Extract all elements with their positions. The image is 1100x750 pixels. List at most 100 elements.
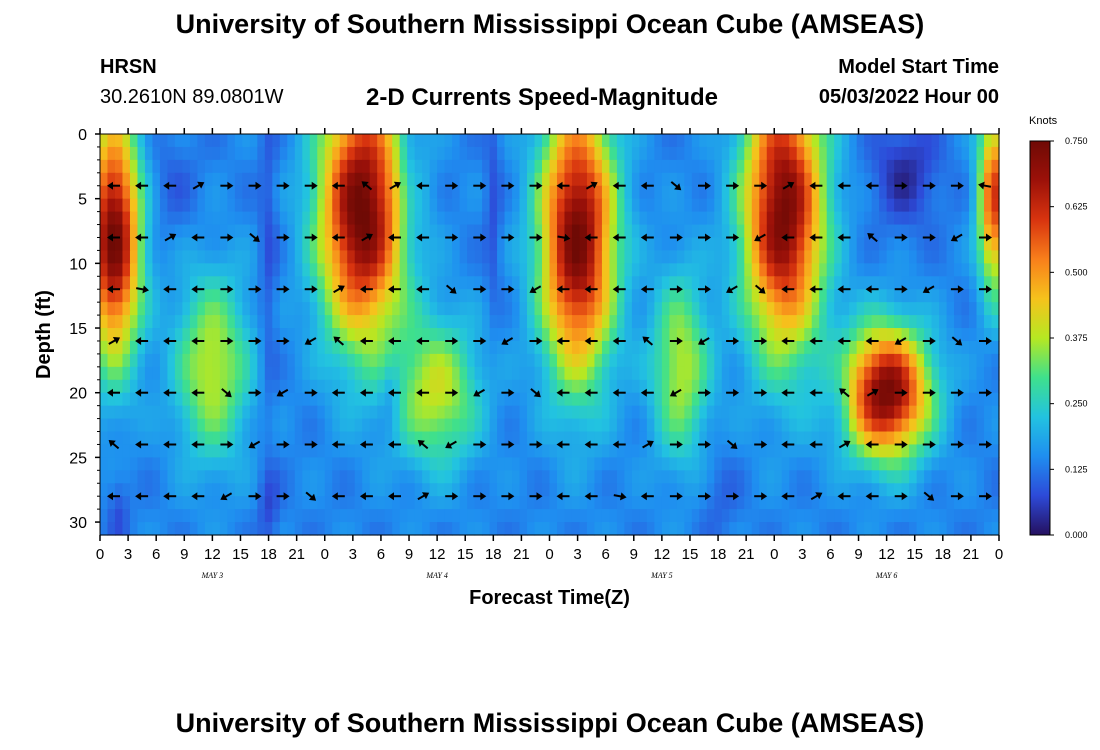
heatmap-cell <box>841 328 850 342</box>
heatmap-cell <box>482 237 491 252</box>
heatmap-cell <box>639 263 648 277</box>
heatmap-cell <box>879 263 888 277</box>
heatmap-cell <box>219 302 228 316</box>
heatmap-cell <box>362 353 371 368</box>
heatmap-cell <box>706 211 715 226</box>
heatmap-cell <box>204 328 213 342</box>
heatmap-cell <box>909 392 918 407</box>
current-arrow <box>107 181 120 190</box>
heatmap-cell <box>324 340 333 355</box>
heatmap-cell <box>137 146 146 161</box>
heatmap-cell <box>946 418 955 433</box>
heatmap-cell <box>339 250 348 264</box>
heatmap-cell <box>736 159 745 174</box>
heatmap-cell <box>272 379 281 394</box>
heatmap-cell <box>864 250 873 264</box>
heatmap-cell <box>781 470 790 484</box>
heatmap-cell <box>144 457 154 471</box>
heatmap-cell <box>527 483 536 497</box>
heatmap-cell <box>669 431 678 446</box>
heatmap-cell <box>744 353 753 368</box>
heatmap-cell <box>542 418 551 433</box>
heatmap-cell <box>924 431 933 446</box>
current-arrow <box>838 440 851 449</box>
heatmap-cell <box>894 250 903 264</box>
heatmap-cell <box>931 237 940 252</box>
heatmap-cell <box>107 444 116 458</box>
heatmap-cell <box>804 340 813 355</box>
heatmap-cell <box>399 263 408 277</box>
heatmap-cell <box>774 172 783 187</box>
heatmap-cell <box>669 340 678 355</box>
heatmap-cell <box>272 496 281 510</box>
heatmap-cell <box>586 134 596 148</box>
heatmap-cell <box>302 522 311 536</box>
heatmap-cell <box>197 237 206 252</box>
heatmap-cell <box>564 392 573 407</box>
heatmap-cell <box>894 457 903 471</box>
heatmap-cell <box>159 185 169 200</box>
arrow-head <box>676 285 683 294</box>
heatmap-cell <box>976 522 985 536</box>
heatmap-cell <box>122 392 131 407</box>
heatmap-cell <box>429 198 438 213</box>
heatmap-cell <box>684 185 693 200</box>
heatmap-cell <box>144 289 154 303</box>
heatmap-cell <box>549 263 558 277</box>
heatmap-cell <box>601 328 611 342</box>
heatmap-cell <box>594 496 603 510</box>
heatmap-cell <box>864 134 873 148</box>
heatmap-cell <box>257 509 266 523</box>
heatmap-cell <box>474 276 483 290</box>
current-arrow <box>922 285 935 294</box>
heatmap-cell <box>122 224 131 239</box>
heatmap-cell <box>399 405 408 420</box>
heatmap-cell <box>377 470 386 484</box>
heatmap-cell <box>159 418 169 433</box>
heatmap-cell <box>721 263 730 277</box>
heatmap-cell <box>474 366 483 381</box>
colorbar-tick-label: 0.625 <box>1065 202 1088 212</box>
heatmap-cell <box>414 185 423 200</box>
heatmap-cell <box>984 302 993 316</box>
heatmap-cell <box>691 418 700 433</box>
heatmap-cell <box>392 250 401 264</box>
heatmap-cell <box>931 302 940 316</box>
heatmap-cell <box>317 340 326 355</box>
heatmap-cell <box>227 315 236 329</box>
heatmap-cell <box>219 470 228 484</box>
heatmap-cell <box>474 172 483 187</box>
heatmap-cell <box>369 431 378 446</box>
heatmap-cell <box>706 379 715 394</box>
heatmap-cell <box>804 198 813 213</box>
current-arrow <box>640 492 654 501</box>
heatmap-cell <box>811 224 820 239</box>
heatmap-cell <box>729 444 738 458</box>
heatmap-cell <box>100 457 109 471</box>
heatmap-cell <box>204 470 213 484</box>
heatmap-cell <box>100 392 109 407</box>
heatmap-cell <box>100 185 109 200</box>
heatmap-cell <box>444 522 453 536</box>
heatmap-cell <box>294 302 303 316</box>
heatmap-cell <box>452 146 461 161</box>
heatmap-cell <box>362 211 371 226</box>
heatmap-cell <box>924 172 933 187</box>
heatmap-cell <box>100 172 109 187</box>
day-label: MAY 5 <box>650 571 673 580</box>
arrow-head <box>255 285 262 294</box>
heatmap-cell <box>939 509 948 523</box>
current-arrow <box>839 388 850 398</box>
heatmap-cell <box>152 211 161 226</box>
heatmap-cell <box>504 444 513 458</box>
heatmap-cell <box>901 328 910 342</box>
heatmap-cell <box>661 379 670 394</box>
heatmap-cell <box>789 250 798 264</box>
heatmap-cell <box>137 185 146 200</box>
heatmap-cell <box>399 198 408 213</box>
heatmap-cell <box>182 470 191 484</box>
heatmap-cell <box>339 263 348 277</box>
heatmap-cell <box>721 418 730 433</box>
heatmap-cell <box>609 366 618 381</box>
